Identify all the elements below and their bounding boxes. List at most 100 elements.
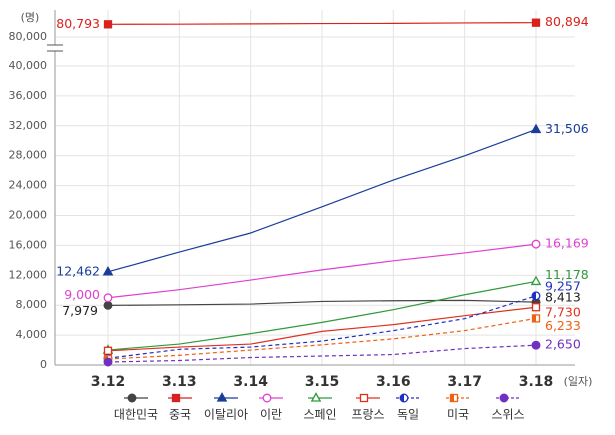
series-line bbox=[107, 22, 537, 25]
series-line bbox=[107, 243, 537, 299]
marker-shape bbox=[531, 239, 541, 249]
marker-shape bbox=[531, 18, 541, 27]
series-line bbox=[107, 306, 537, 352]
marker-shape bbox=[102, 266, 114, 276]
value-label: 31,506 bbox=[545, 121, 589, 136]
marker bbox=[102, 266, 114, 276]
x-tick-label: 3.17 bbox=[447, 374, 482, 390]
y-tick-label: 12,000 bbox=[9, 268, 48, 281]
series-line bbox=[107, 299, 537, 306]
x-tick-label: 3.12 bbox=[91, 374, 126, 390]
value-label: 16,169 bbox=[545, 236, 589, 251]
legend-label: 프랑스 bbox=[351, 408, 384, 422]
marker bbox=[103, 20, 113, 29]
y-tick-label: 32,000 bbox=[9, 119, 48, 132]
marker-half bbox=[532, 314, 536, 322]
legend-item: 이탈리아 bbox=[204, 392, 248, 422]
marker-shape bbox=[499, 393, 509, 403]
marker bbox=[531, 18, 541, 27]
value-label: 80,894 bbox=[545, 14, 589, 29]
y-tick-label: 0 bbox=[40, 358, 47, 371]
marker-shape bbox=[530, 123, 542, 134]
marker-shape bbox=[530, 275, 542, 286]
marker bbox=[103, 293, 113, 303]
series-line bbox=[107, 317, 537, 360]
marker bbox=[359, 393, 369, 403]
marker-shape bbox=[103, 293, 113, 303]
y-unit: (명) bbox=[21, 11, 40, 24]
marker bbox=[530, 275, 542, 286]
x-unit: (일자) bbox=[564, 374, 593, 388]
series-line bbox=[107, 280, 537, 351]
marker-half bbox=[450, 394, 454, 402]
marker bbox=[449, 393, 459, 403]
marker-shape bbox=[310, 392, 322, 402]
marker bbox=[399, 393, 409, 403]
marker-shape bbox=[531, 340, 541, 350]
legend-item: 독일 bbox=[396, 393, 420, 422]
value-label: 8,413 bbox=[545, 290, 581, 305]
value-label: 12,462 bbox=[56, 263, 100, 278]
marker bbox=[310, 392, 322, 402]
grid bbox=[55, 10, 575, 365]
legend-label: 중국 bbox=[169, 408, 191, 422]
value-label: 7,979 bbox=[62, 303, 98, 318]
y-tick-label: 8,000 bbox=[16, 298, 48, 311]
marker bbox=[531, 239, 541, 249]
marker-shape bbox=[359, 393, 369, 403]
marker bbox=[216, 392, 228, 402]
legend-label: 이란 bbox=[260, 408, 282, 422]
legend-item: 중국 bbox=[168, 393, 192, 422]
marker-shape bbox=[262, 393, 272, 403]
series-line bbox=[107, 128, 537, 273]
marker-shape bbox=[171, 393, 181, 403]
marker-shape bbox=[127, 393, 137, 403]
legend-item: 미국 bbox=[446, 393, 470, 422]
marker-shape bbox=[531, 303, 541, 312]
y-tick-label: 20,000 bbox=[9, 209, 48, 222]
value-label: 2,650 bbox=[545, 337, 581, 352]
marker bbox=[262, 393, 272, 403]
legend-label: 이탈리아 bbox=[204, 408, 248, 422]
value-label: 11,178 bbox=[545, 267, 589, 282]
marker-half bbox=[400, 394, 404, 402]
axis-break-gap bbox=[47, 45, 63, 51]
y-tick-label: 80,000 bbox=[9, 30, 48, 43]
legend-item: 스위스 bbox=[491, 393, 525, 422]
x-tick-label: 3.13 bbox=[162, 374, 197, 390]
marker bbox=[499, 393, 509, 403]
series-line bbox=[107, 344, 537, 363]
marker bbox=[171, 393, 181, 403]
marker-shape bbox=[216, 392, 228, 402]
marker bbox=[530, 123, 542, 134]
marker bbox=[531, 303, 541, 312]
marker-shape bbox=[103, 20, 113, 29]
series-line bbox=[107, 295, 537, 359]
marker-shape bbox=[103, 346, 113, 355]
marker-shape bbox=[103, 300, 113, 310]
legend-item: 이란 bbox=[259, 393, 283, 422]
y-tick-label: 24,000 bbox=[9, 179, 48, 192]
legend-label: 스위스 bbox=[491, 408, 524, 422]
value-label: 80,793 bbox=[56, 16, 100, 31]
value-label: 9,000 bbox=[64, 287, 100, 302]
y-tick-label: 28,000 bbox=[9, 149, 48, 162]
value-label: 7,730 bbox=[545, 305, 581, 320]
marker bbox=[103, 357, 113, 367]
marker bbox=[127, 393, 137, 403]
legend-item: 대한민국 bbox=[114, 393, 158, 422]
marker-half bbox=[532, 292, 536, 300]
legend-item: 스페인 bbox=[303, 392, 337, 422]
marker bbox=[103, 346, 113, 355]
legend-label: 스페인 bbox=[303, 408, 336, 422]
y-tick-label: 40,000 bbox=[9, 59, 48, 72]
y-tick-label: 4,000 bbox=[16, 328, 48, 341]
y-tick-label: 36,000 bbox=[9, 89, 48, 102]
marker bbox=[531, 314, 541, 323]
x-tick-label: 3.16 bbox=[376, 374, 411, 390]
value-label: 9,257 bbox=[545, 278, 581, 293]
legend-label: 미국 bbox=[447, 408, 469, 422]
y-tick-label: 16,000 bbox=[9, 238, 48, 251]
marker bbox=[103, 300, 113, 310]
